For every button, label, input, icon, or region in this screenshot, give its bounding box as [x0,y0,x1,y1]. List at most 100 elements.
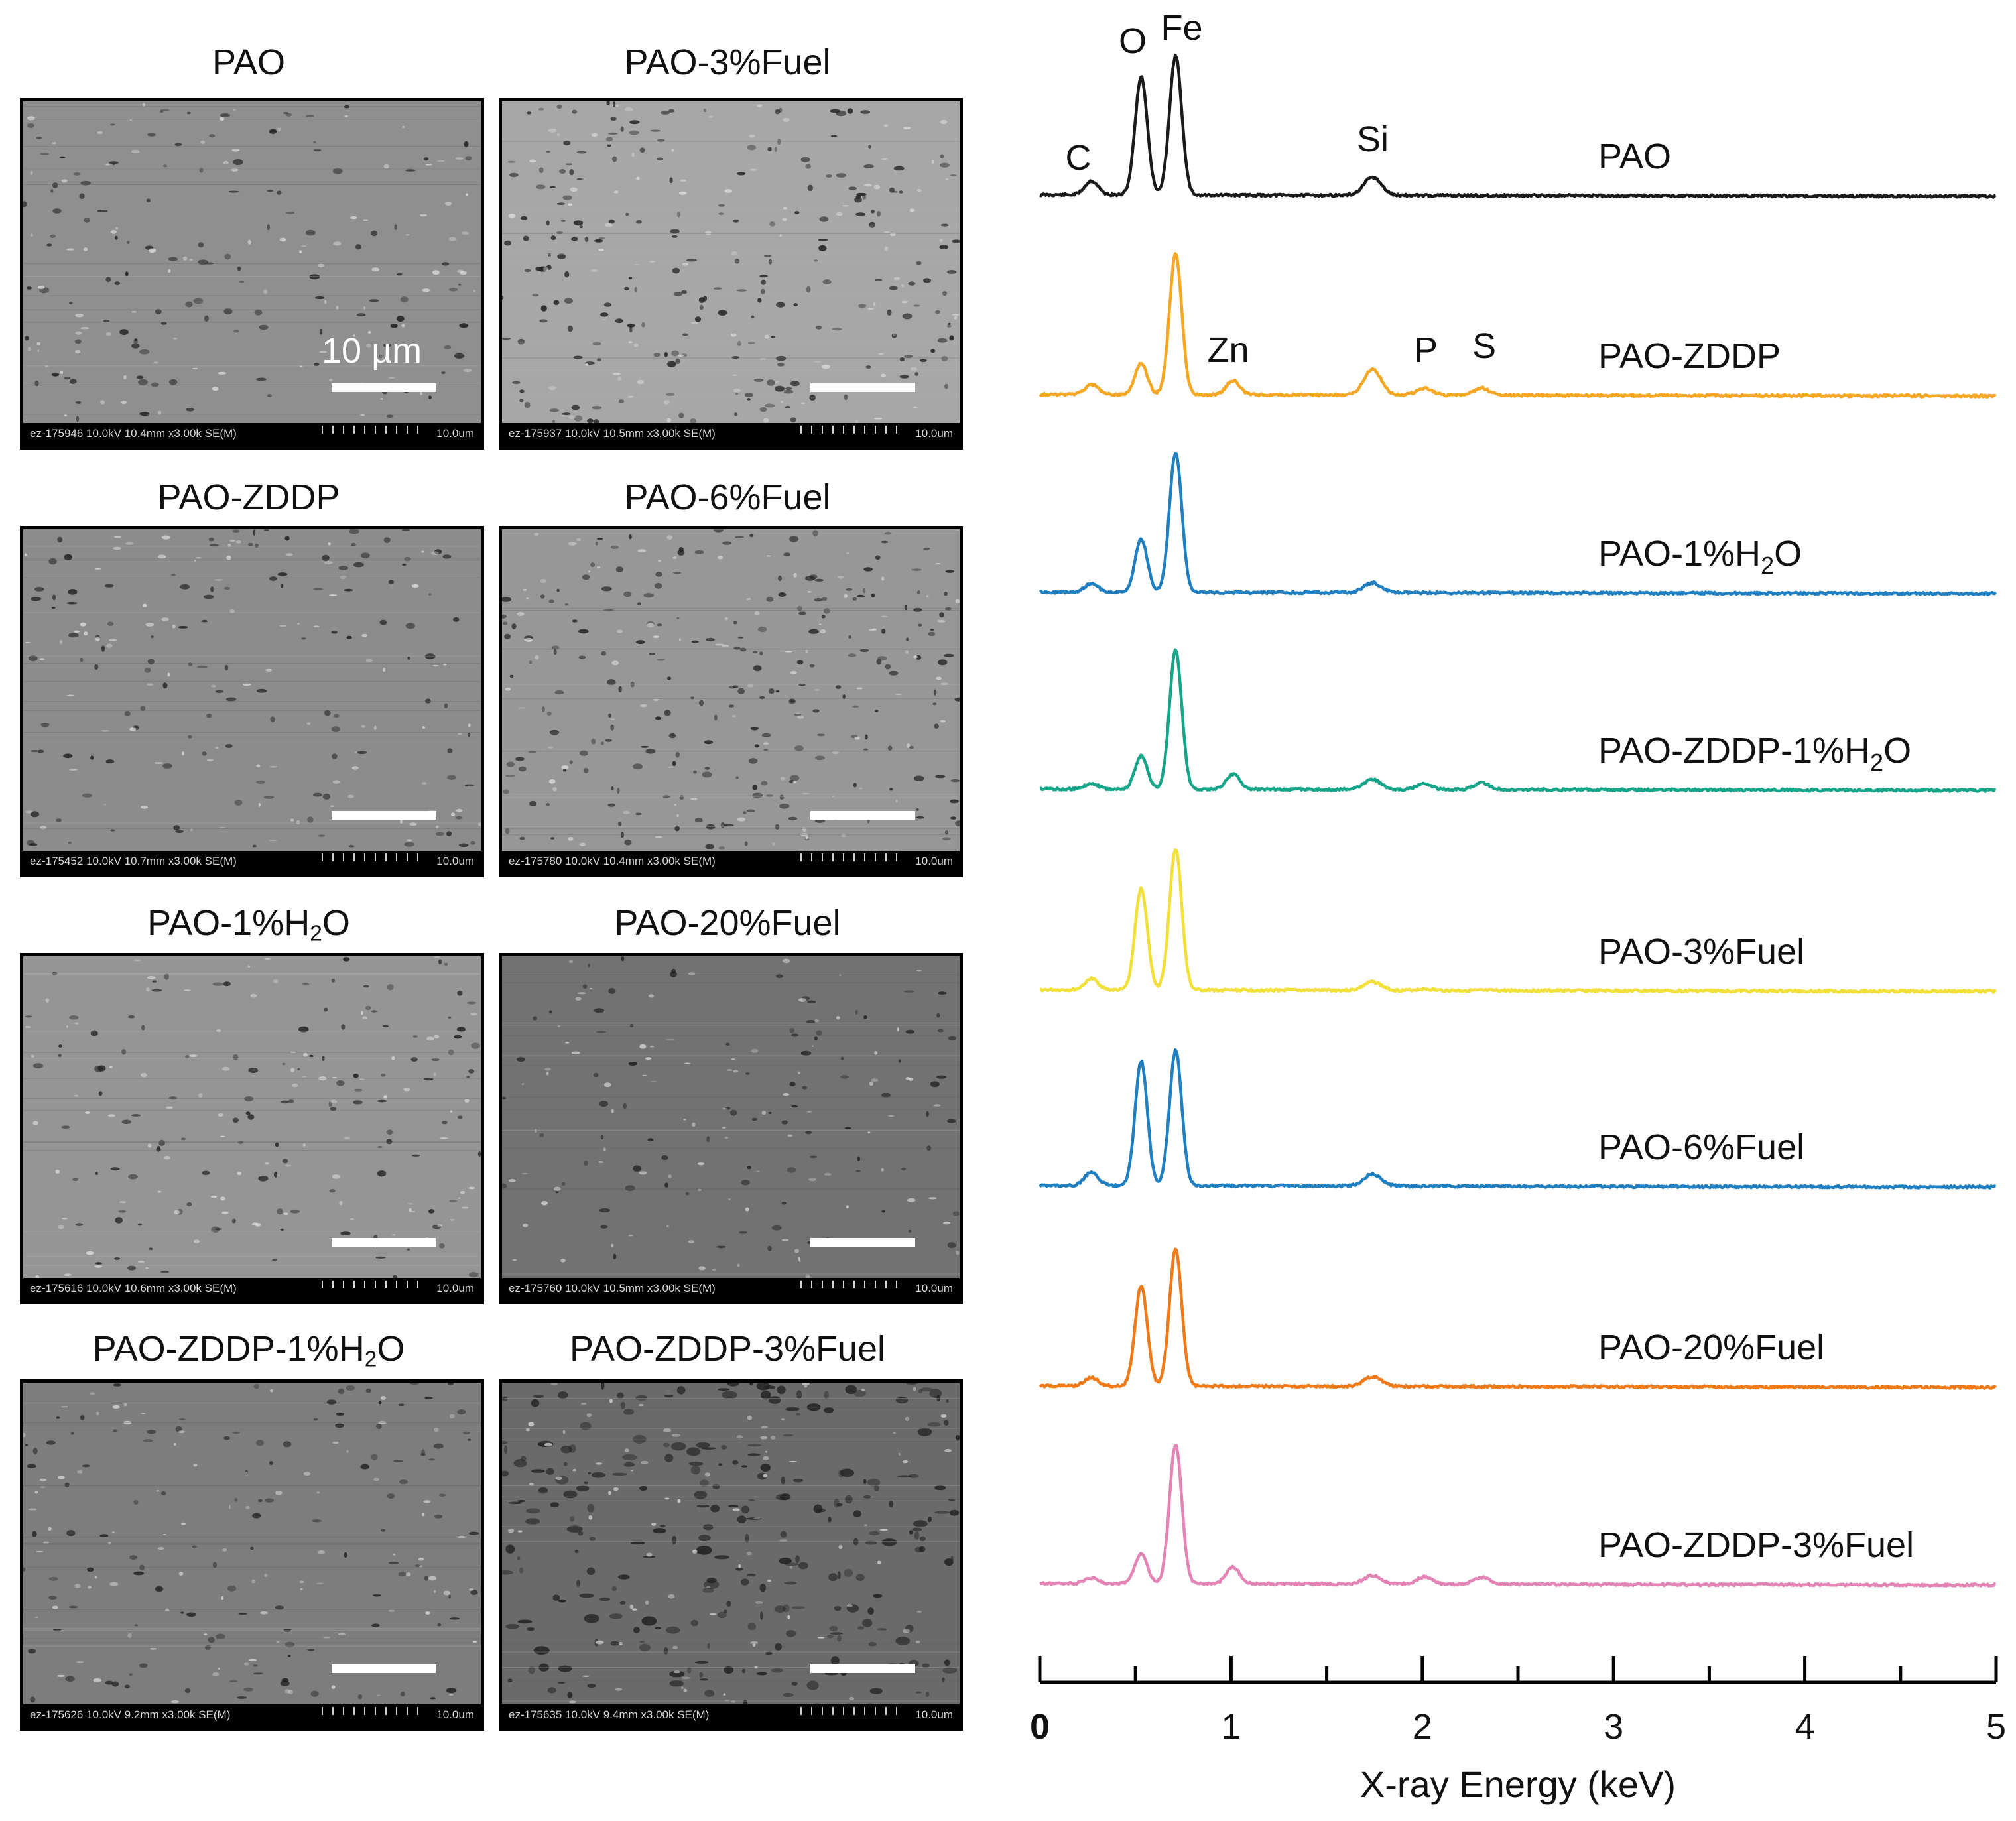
sem-micron-ruler [800,426,907,434]
eds-spectrum-line [1039,1048,1997,1190]
sem-panel-label: PAO-1%H2O [17,902,481,946]
sem-unit-label: 10.0um [436,855,474,867]
x-tick-label: 3 [1604,1707,1623,1747]
sem-acquisition-info: ez-175946 10.0kV 10.4mm x3.00k SE(M) [30,427,237,440]
scale-bar-label: 10 µm [322,331,422,371]
sem-panel-label-subscript: 2 [310,921,322,946]
eds-series-name: PAO-ZDDP-3%Fuel [1598,1525,1914,1565]
sem-info-bar: ez-175616 10.0kV 10.6mm x3.00k SE(M) 10.0… [23,1278,481,1301]
eds-series-label: PAO-6%Fuel [1598,1127,1804,1167]
eds-spectrum-line [1039,53,1997,199]
element-peak-label: C [1066,138,1092,178]
sem-info-bar: ez-175635 10.0kV 9.4mm x3.00k SE(M) 10.0u… [502,1704,960,1727]
sem-micrograph: ez-175626 10.0kV 9.2mm x3.00k SE(M) 10.0u… [20,1379,484,1731]
x-axis-title: X-ray Energy (keV) [1360,1763,1676,1805]
sem-panel-label-subscript: 2 [364,1347,377,1372]
sem-acquisition-info: ez-175760 10.0kV 10.5mm x3.00k SE(M) [509,1282,716,1294]
eds-series-name-tail: O [1883,731,1911,771]
sem-acquisition-info: ez-175626 10.0kV 9.2mm x3.00k SE(M) [30,1708,231,1721]
sem-micron-ruler [800,1281,907,1288]
eds-series-label: PAO-ZDDP [1598,336,1781,376]
eds-spectrum-line [1039,1247,1997,1390]
eds-series-name: PAO-1%H [1598,534,1761,574]
eds-spectrum-line [1039,1444,1996,1588]
sem-acquisition-info: ez-175635 10.0kV 9.4mm x3.00k SE(M) [509,1708,710,1721]
sem-micron-ruler [322,853,428,861]
sem-micrograph: ez-175635 10.0kV 9.4mm x3.00k SE(M) 10.0u… [499,1379,963,1731]
sem-info-bar: ez-175780 10.0kV 10.4mm x3.00k SE(M) 10.0… [502,851,960,874]
sem-panel-label-tail: O [377,1329,405,1369]
sem-micrograph: ez-175452 10.0kV 10.7mm x3.00k SE(M) 10.0… [20,526,484,877]
eds-series-name: PAO-3%Fuel [1598,932,1804,972]
eds-series-name-subscript: 2 [1761,552,1774,579]
sem-acquisition-info: ez-175780 10.0kV 10.4mm x3.00k SE(M) [509,855,716,867]
sem-surface-texture [23,103,481,422]
x-tick-label: 1 [1221,1707,1241,1747]
sem-panel-label: PAO-20%Fuel [495,902,960,944]
sem-panel-label: PAO-ZDDP-3%Fuel [495,1328,960,1370]
scale-bar [810,811,915,820]
sem-unit-label: 10.0um [915,855,953,867]
sem-panel-label-text: PAO-ZDDP-3%Fuel [569,1329,886,1369]
eds-series-label: PAO [1598,137,1671,176]
sem-info-bar: ez-175452 10.0kV 10.7mm x3.00k SE(M) 10.0… [23,851,481,874]
sem-micrograph: ez-175616 10.0kV 10.6mm x3.00k SE(M) 10.0… [20,953,484,1304]
x-tick-label: 5 [1986,1707,2006,1747]
scale-bar [332,383,436,392]
sem-surface-texture [23,529,481,848]
sem-micrograph: ez-175760 10.0kV 10.5mm x3.00k SE(M) 10.0… [499,953,963,1304]
element-peak-label: S [1472,326,1496,366]
sem-acquisition-info: ez-175452 10.0kV 10.7mm x3.00k SE(M) [30,855,237,867]
sem-micrograph: ez-175937 10.0kV 10.5mm x3.00k SE(M) 10.0… [499,98,963,450]
sem-panel-label-text: PAO-ZDDP [157,477,340,517]
scale-bar [810,1664,915,1673]
sem-micron-ruler [322,426,428,434]
scale-bar [332,1238,436,1247]
sem-micron-ruler [322,1707,428,1715]
sem-micrograph: ez-175946 10.0kV 10.4mm x3.00k SE(M) 10.0… [20,98,484,450]
sem-info-bar: ez-175946 10.0kV 10.4mm x3.00k SE(M) 10.0… [23,423,481,446]
element-peak-label: Si [1357,119,1389,159]
sem-panel-label-text: PAO-20%Fuel [614,903,841,943]
sem-surface-texture [502,529,960,850]
eds-spectrum-line [1039,452,1997,596]
scale-bar [810,383,915,392]
scale-bar [810,1238,915,1247]
eds-series-name: PAO-ZDDP-1%H [1598,731,1870,771]
sem-micron-ruler [322,1281,428,1288]
eds-spectrum-line [1039,848,1997,994]
sem-panel-label: PAO-ZDDP [17,476,481,519]
sem-surface-texture [23,956,481,1278]
sem-acquisition-info: ez-175937 10.0kV 10.5mm x3.00k SE(M) [509,427,716,440]
eds-series-name: PAO-6%Fuel [1598,1127,1804,1167]
sem-info-bar: ez-175760 10.0kV 10.5mm x3.00k SE(M) 10.0… [502,1278,960,1301]
eds-series-label: PAO-3%Fuel [1598,932,1804,972]
sem-unit-label: 10.0um [915,427,953,440]
sem-panel-label-tail: O [322,903,350,943]
sem-unit-label: 10.0um [436,1282,474,1294]
eds-series-label: PAO-ZDDP-1%H2O [1598,731,1911,776]
eds-series-label: PAO-ZDDP-3%Fuel [1598,1525,1914,1565]
sem-info-bar: ez-175626 10.0kV 9.2mm x3.00k SE(M) 10.0u… [23,1704,481,1727]
eds-series-name-subscript: 2 [1870,749,1883,776]
sem-panel-label: PAO [17,41,481,84]
sem-surface-texture [502,956,960,1278]
scale-bar [332,1664,436,1673]
element-peak-label: Zn [1207,330,1249,370]
eds-series-label: PAO-1%H2O [1598,534,1802,579]
sem-micron-ruler [800,853,907,861]
scale-bar [332,811,436,820]
sem-panel-label-text: PAO-6%Fuel [624,477,831,517]
eds-series-name: PAO [1598,137,1671,176]
eds-spectrum-line [1039,648,1997,793]
sem-info-bar: ez-175937 10.0kV 10.5mm x3.00k SE(M) 10.0… [502,423,960,446]
sem-surface-texture [502,101,960,423]
sem-unit-label: 10.0um [915,1708,953,1721]
eds-series-name: PAO-ZDDP [1598,336,1781,376]
sem-panel-label: PAO-ZDDP-1%H2O [17,1328,481,1372]
eds-series-name: PAO-20%Fuel [1598,1328,1824,1367]
sem-micrograph: ez-175780 10.0kV 10.4mm x3.00k SE(M) 10.0… [499,526,963,877]
x-tick-label: 2 [1413,1707,1432,1747]
